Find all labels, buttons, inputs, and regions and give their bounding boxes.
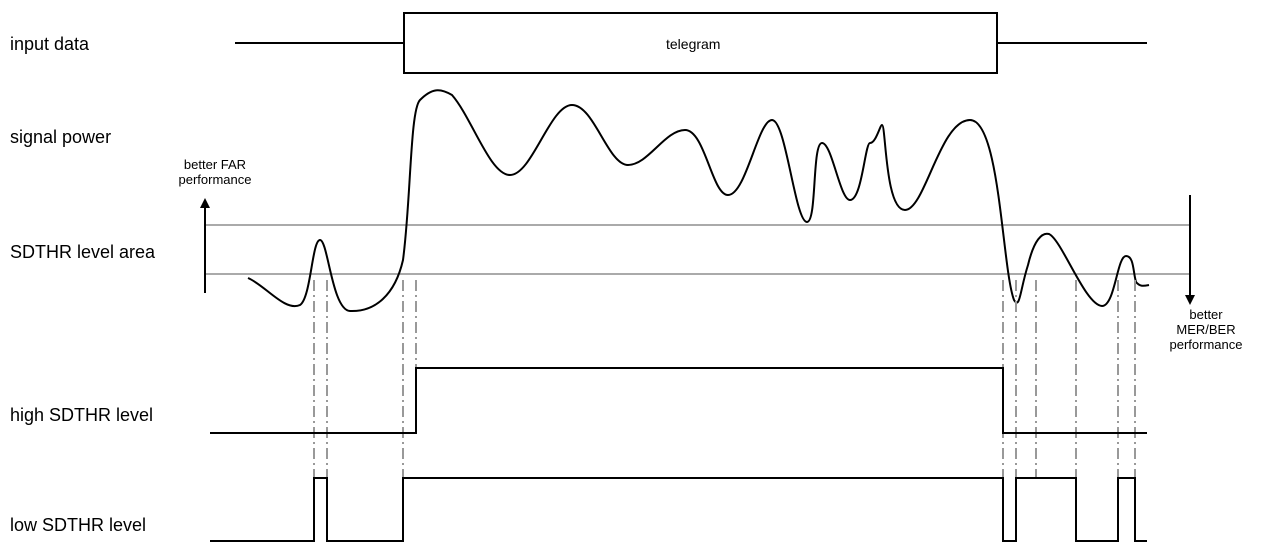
far-annotation-line1: better FAR xyxy=(183,157,247,172)
row-label-high-sdthr: high SDTHR level xyxy=(10,405,154,425)
signal-power-waveform xyxy=(247,89,1150,313)
far-annotation-line2: performance xyxy=(178,172,252,187)
row-label-low-sdthr: low SDTHR level xyxy=(10,515,147,535)
far-annotation: better FAR performance xyxy=(160,157,270,187)
telegram-label: telegram xyxy=(666,36,721,52)
high-sdthr-trace xyxy=(210,367,1147,434)
mer-annotation-line2: MER/BER xyxy=(1176,322,1236,337)
sdthr-threshold-lines xyxy=(205,224,1190,275)
input-data-trace xyxy=(235,12,1147,74)
row-label-sdthr-area: SDTHR level area xyxy=(10,242,156,262)
transition-guides xyxy=(313,280,1136,478)
row-label-signal-power: signal power xyxy=(10,127,112,147)
low-sdthr-trace xyxy=(210,477,1147,542)
mer-ber-annotation: better MER/BER performance xyxy=(1156,307,1256,352)
mer-annotation-line1: better xyxy=(1189,307,1223,322)
mer-annotation-line3: performance xyxy=(1169,337,1243,352)
row-label-input-data: input data xyxy=(10,34,90,54)
